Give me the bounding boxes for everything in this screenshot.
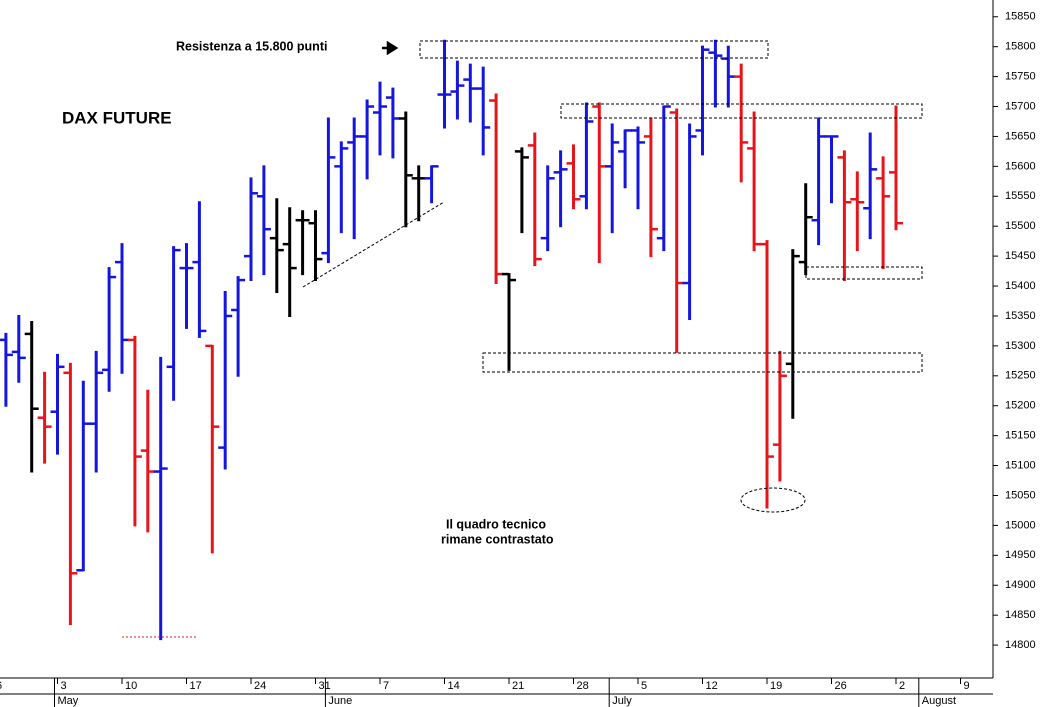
x-tick-label: 21 — [512, 680, 524, 692]
y-tick-label: 14900 — [1005, 579, 1036, 591]
x-tick-label: 17 — [190, 680, 202, 692]
y-tick-label: 15500 — [1005, 220, 1036, 232]
y-tick-label: 15150 — [1005, 430, 1036, 442]
y-tick-label: 15100 — [1005, 459, 1036, 471]
x-tick-label: 12 — [706, 680, 718, 692]
y-tick-label: 15000 — [1005, 519, 1036, 531]
y-tick-label: 15050 — [1005, 489, 1036, 501]
x-tick-label: 19 — [770, 680, 782, 692]
month-label: July — [612, 695, 632, 707]
support-zone — [805, 266, 923, 280]
y-tick-label: 15700 — [1005, 100, 1036, 112]
x-tick-label: 31 — [319, 680, 331, 692]
y-tick-label: 14950 — [1005, 549, 1036, 561]
annotation: Resistenza a 15.800 punti — [176, 39, 327, 53]
x-tick-label: 2 — [899, 680, 905, 692]
chart-title: DAX FUTURE — [62, 108, 172, 127]
x-tick-label: 14 — [448, 680, 460, 692]
y-tick-label: 15350 — [1005, 310, 1036, 322]
y-tick-label: 15450 — [1005, 250, 1036, 262]
y-tick-label: 15800 — [1005, 41, 1036, 53]
y-tick-label: 15650 — [1005, 130, 1036, 142]
annotation: Il quadro tecnico — [446, 517, 546, 531]
y-tick-label: 15200 — [1005, 400, 1036, 412]
support-zone — [482, 352, 923, 373]
arrow — [382, 40, 399, 56]
y-tick-label: 15400 — [1005, 280, 1036, 292]
bars — [0, 39, 903, 641]
y-tick-label: 15750 — [1005, 71, 1036, 83]
x-tick-label: 10 — [125, 680, 137, 692]
x-tick-label: 5 — [641, 680, 647, 692]
y-tick-label: 14800 — [1005, 639, 1036, 651]
x-tick-label: 7 — [383, 680, 389, 692]
month-label: August — [922, 695, 956, 707]
x-tick-label: 9 — [964, 680, 970, 692]
x-tick-label: 24 — [254, 680, 266, 692]
y-tick-label: 15600 — [1005, 160, 1036, 172]
month-label: May — [58, 695, 79, 707]
y-tick-label: 15300 — [1005, 340, 1036, 352]
trend-line — [302, 201, 445, 288]
y-tick-label: 15250 — [1005, 370, 1036, 382]
y-tick-label: 15550 — [1005, 190, 1036, 202]
y-tick-label: 15850 — [1005, 11, 1036, 23]
y-tick-label: 14850 — [1005, 609, 1036, 621]
resistance-zone — [419, 40, 769, 59]
low-ellipse — [740, 487, 806, 513]
x-tick-label: 26 — [835, 680, 847, 692]
x-tick-label: 28 — [577, 680, 589, 692]
month-label: June — [328, 695, 352, 707]
x-tick-label: 3 — [61, 680, 67, 692]
resistance-zone — [560, 103, 923, 119]
annotation: rimane contrastato — [441, 532, 554, 546]
x-tick-label: 6 — [0, 680, 2, 692]
